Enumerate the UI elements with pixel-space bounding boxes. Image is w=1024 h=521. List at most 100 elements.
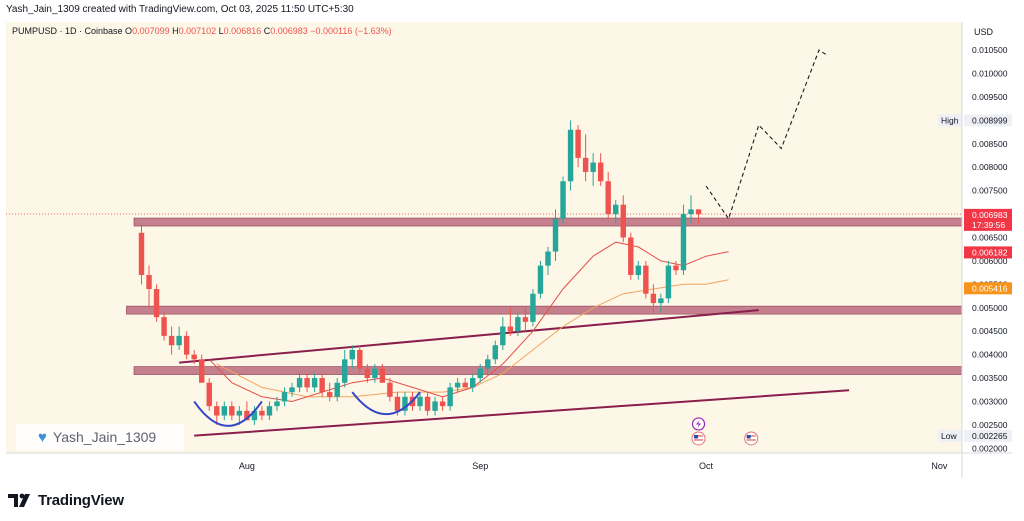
candle-body	[673, 265, 679, 271]
price-tick-label: 0.006000	[972, 256, 1008, 266]
ohlc-legend: PUMPUSD · 1D · Coinbase O0.007099 H0.007…	[12, 26, 392, 36]
price-tick-label: 0.003000	[972, 396, 1008, 406]
candle-body	[176, 335, 182, 346]
tradingview-logo-icon	[8, 493, 30, 507]
candle-body	[635, 265, 642, 275]
candle-body	[582, 157, 589, 172]
time-tick-label: Sep	[472, 461, 488, 471]
candle-body	[454, 382, 461, 388]
legend-part: H	[172, 26, 179, 36]
price-label-box	[964, 208, 1012, 231]
price-label-countdown: 17:39:56	[972, 220, 1005, 230]
candle-body	[432, 401, 438, 411]
candle-body	[161, 317, 167, 336]
candle-body	[364, 368, 371, 379]
candle-body	[560, 181, 566, 219]
price-chart[interactable]: PUMPUSD · 1D · Coinbase O0.007099 H0.007…	[6, 22, 1018, 478]
blue-heart-icon: ♥	[38, 428, 47, 446]
candle-body	[500, 326, 506, 346]
projection-path	[705, 49, 827, 221]
legend-part: 0.007099	[132, 26, 172, 36]
price-tick-label: 0.008000	[972, 162, 1008, 172]
candle-body	[485, 359, 491, 369]
candle-body	[168, 335, 175, 346]
price-label-box	[964, 114, 1012, 127]
price-label-tag	[938, 429, 962, 442]
price-label-Low: Low 0.002265	[938, 429, 1012, 442]
author-watermark: ♥ Yash_Jain_1309	[16, 424, 184, 450]
candle-body	[522, 317, 529, 322]
candle-body	[319, 378, 325, 393]
flag-stripe	[746, 435, 756, 437]
candle-body	[191, 354, 197, 360]
price-tick-label: 0.009500	[972, 92, 1008, 102]
candle-body	[402, 396, 408, 411]
plot-background	[6, 22, 962, 453]
candle-body	[613, 204, 619, 215]
chart-area[interactable]: PUMPUSD · 1D · Coinbase O0.007099 H0.007…	[6, 22, 1018, 478]
candle-body	[620, 204, 626, 238]
price-tick-label: 0.010000	[972, 69, 1008, 79]
us-flag-event-icon	[744, 431, 759, 446]
price-tick-label: 0.004500	[972, 326, 1008, 336]
moving-average-fast	[208, 241, 729, 403]
price-tick-label: 0.007500	[972, 186, 1008, 196]
candle-body	[628, 237, 634, 275]
cup-pattern-0	[193, 400, 263, 427]
candle-body	[199, 359, 205, 383]
currency-label: USD	[974, 27, 994, 37]
price-tick-label: 0.006500	[972, 233, 1008, 243]
price-label-High: High 0.008999	[938, 114, 1012, 127]
candle-body	[206, 382, 212, 407]
candle-body	[229, 406, 235, 416]
time-tick-label: Aug	[239, 461, 255, 471]
candle-body	[138, 232, 145, 275]
tradingview-brand: TradingView	[38, 491, 124, 509]
lightning-event-icon	[691, 417, 706, 431]
candle-body	[304, 378, 310, 388]
trendline-1	[194, 389, 850, 437]
flag-stripe	[746, 437, 756, 439]
candle-body	[530, 293, 536, 322]
price-label-value: 0.005416	[972, 283, 1008, 293]
candle-body	[311, 378, 318, 388]
candle-body	[688, 209, 694, 215]
candle-body	[447, 387, 453, 407]
price-label-value: 0.006983	[972, 210, 1008, 220]
candle-body	[424, 396, 431, 411]
candle-body	[477, 368, 483, 379]
price-label-value: 0.006182	[972, 247, 1008, 257]
candle-body	[545, 251, 551, 266]
candle-body	[289, 387, 295, 393]
candle-body	[342, 359, 348, 383]
sr-zone-1	[126, 305, 963, 315]
attribution-text: Yash_Jain_1309 created with TradingView.…	[6, 4, 354, 15]
tradingview-footer[interactable]: TradingView	[8, 488, 124, 512]
candle-body	[183, 335, 190, 355]
us-flag-event-icon	[691, 431, 706, 446]
flag-stripe	[746, 439, 756, 441]
candle-body	[469, 378, 476, 388]
flag-stripe	[694, 435, 704, 437]
legend-part: 0.007102	[179, 26, 219, 36]
candle-body	[274, 401, 280, 407]
price-tick-label: 0.008500	[972, 139, 1008, 149]
candle-body	[372, 368, 378, 379]
candle-body	[605, 181, 611, 215]
price-tick-label: 0.004000	[972, 350, 1008, 360]
price-label-box	[964, 246, 1012, 259]
lightning-bolt	[696, 419, 702, 428]
candle-body	[296, 378, 303, 388]
time-tick-label: Oct	[699, 461, 714, 471]
candle-body	[281, 392, 288, 402]
legend-part: PUMPUSD · 1D · Coinbase	[12, 26, 125, 36]
legend-part: L	[219, 26, 224, 36]
candle-body	[439, 401, 446, 407]
price-tick-label: 0.002000	[972, 443, 1008, 453]
cup-pattern-1	[351, 391, 421, 416]
candle-body	[417, 396, 423, 407]
candle-body	[146, 274, 152, 290]
price-tick-label: 0.005000	[972, 303, 1008, 313]
price-label-box	[964, 429, 1012, 442]
legend-part: C	[264, 26, 271, 36]
